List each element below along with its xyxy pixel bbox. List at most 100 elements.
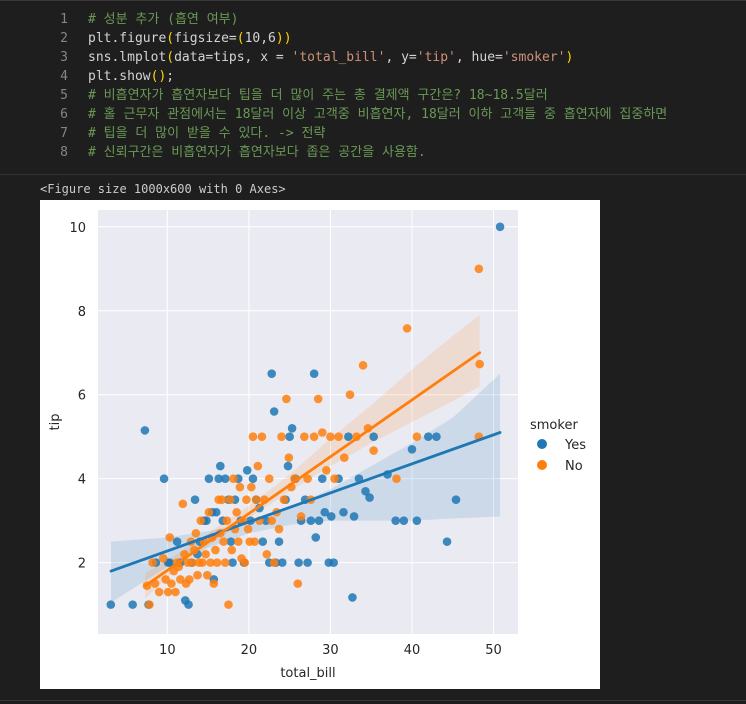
code-token: figsize= <box>174 31 237 46</box>
data-point-no <box>224 600 233 609</box>
data-point-no <box>211 545 220 555</box>
data-point-yes <box>267 369 277 379</box>
figure: 10 20 30 40 50 2 4 6 8 10 total_bill tip smoker Ye… <box>40 200 600 689</box>
code-line[interactable]: 7 # 팁을 더 많이 받을 수 있다. -> 전략 <box>0 124 746 143</box>
code-token: 'smoker' <box>502 50 566 65</box>
code-line[interactable]: 2 plt.figure(figsize=(10,6)) <box>0 29 746 48</box>
code-line[interactable]: 4 plt.show(); <box>0 67 746 86</box>
code-line[interactable]: 5 # 비흡연자가 흡연자보다 팁을 더 많이 주는 총 결제액 구간은? 18~… <box>0 86 746 105</box>
line-code: # 비흡연자가 흡연자보다 팁을 더 많이 주는 총 결제액 구간은? 18~1… <box>88 86 548 105</box>
data-point-yes <box>287 423 297 433</box>
data-point-no <box>204 507 214 517</box>
data-point-yes <box>311 533 321 542</box>
data-point-no <box>185 575 194 584</box>
data-point-no <box>233 537 243 546</box>
data-point-yes <box>320 507 330 517</box>
data-point-yes <box>248 474 258 483</box>
x-tick-label: 10 <box>159 643 176 658</box>
data-point-no <box>474 264 484 274</box>
data-point-yes <box>140 426 150 435</box>
code-token: ( <box>236 31 245 46</box>
data-point-yes <box>190 495 200 504</box>
code-token: plt.figure <box>88 31 167 46</box>
data-point-no <box>251 495 261 504</box>
code-token: ) <box>565 50 574 65</box>
code-line[interactable]: 3 sns.lmplot(data=tips, x = 'total_bill',… <box>0 48 746 67</box>
data-point-yes <box>184 600 193 609</box>
line-code: # 팁을 더 많이 받을 수 있다. -> 전략 <box>88 124 325 143</box>
line-code: # 홀 근무자 관점에서는 18달러 이상 고객중 비흡연자, 18달러 이하 … <box>88 105 667 124</box>
data-point-yes <box>407 444 417 454</box>
data-point-no <box>212 558 222 567</box>
data-point-no <box>158 554 168 563</box>
data-point-no <box>330 474 339 483</box>
data-point-no <box>475 359 484 369</box>
line-number: 3 <box>60 50 68 65</box>
data-point-no <box>250 537 259 546</box>
data-point-no <box>369 446 378 455</box>
code-line[interactable]: 1 # 성분 추가 (흡연 여부) <box>0 10 746 29</box>
data-point-yes <box>344 432 353 441</box>
data-point-yes <box>303 558 312 567</box>
data-point-no <box>167 579 176 588</box>
regression-line-no <box>143 351 482 588</box>
data-point-no <box>277 432 286 441</box>
line-number: 4 <box>60 69 68 84</box>
code-token: , hue= <box>455 50 503 65</box>
legend-marker-yes <box>537 439 547 449</box>
code-token: () <box>150 69 167 84</box>
data-point-no <box>358 361 368 370</box>
data-point-no <box>269 558 279 567</box>
code-token: , y= <box>385 50 417 65</box>
data-point-yes <box>214 474 223 483</box>
data-point-yes <box>495 222 505 232</box>
data-point-no <box>163 587 173 597</box>
data-point-no <box>253 461 263 471</box>
data-point-no <box>296 512 306 521</box>
regression-line-yes <box>109 431 502 573</box>
line-code: sns.lmplot(data=tips, x = 'total_bill', … <box>88 48 573 67</box>
data-point-yes <box>285 432 294 441</box>
code-token: 'tip' <box>416 50 456 65</box>
data-point-yes <box>242 465 252 475</box>
legend-label-yes: Yes <box>564 438 586 453</box>
data-point-no <box>242 495 251 504</box>
data-point-no <box>274 524 284 534</box>
data-point-no <box>326 432 335 441</box>
scatter-points <box>106 222 505 609</box>
code-line[interactable]: 8 # 신뢰구간은 비흡연자가 흡연자보다 좁은 공간을 사용함. <box>0 143 746 162</box>
code-line[interactable]: 6 # 홀 근무자 관점에서는 18달러 이상 고객중 비흡연자, 18달러 이하… <box>0 105 746 124</box>
data-point-yes <box>361 486 370 496</box>
output-text: <Figure size 1000x600 with 0 Axes> <box>40 182 286 196</box>
data-point-yes <box>309 369 319 379</box>
code-token: # 팁을 더 많이 받을 수 있다. -> 전략 <box>88 126 326 141</box>
data-point-no <box>201 549 210 559</box>
data-point-yes <box>274 537 284 546</box>
data-point-no <box>303 474 312 483</box>
data-point-yes <box>339 507 348 517</box>
data-point-no <box>345 390 355 400</box>
data-point-yes <box>314 516 324 525</box>
data-point-yes <box>226 537 236 546</box>
data-point-no <box>198 558 207 567</box>
data-point-yes <box>269 407 279 416</box>
data-point-no <box>165 533 175 542</box>
code-token: # 신뢰구간은 비흡연자가 흡연자보다 좁은 공간을 사용함. <box>88 145 426 160</box>
data-point-no <box>220 558 230 567</box>
y-tick-label: 4 <box>78 473 86 488</box>
data-point-no <box>148 558 157 567</box>
data-point-no <box>412 432 422 441</box>
data-point-yes <box>294 558 303 567</box>
data-point-yes <box>165 558 175 567</box>
code-cell[interactable]: 1 # 성분 추가 (흡연 여부) 2 plt.figure(figsize=(10,… <box>0 10 746 162</box>
output-divider <box>0 174 746 175</box>
cell-bottom-border <box>0 700 746 701</box>
line-number: 1 <box>60 12 68 27</box>
code-token: plt.show <box>88 69 151 84</box>
data-point-yes <box>278 558 287 567</box>
data-point-yes <box>317 474 327 483</box>
x-tick-label: 50 <box>485 643 502 658</box>
data-point-no <box>248 432 258 441</box>
data-point-no <box>267 516 277 525</box>
data-point-no <box>334 432 343 441</box>
